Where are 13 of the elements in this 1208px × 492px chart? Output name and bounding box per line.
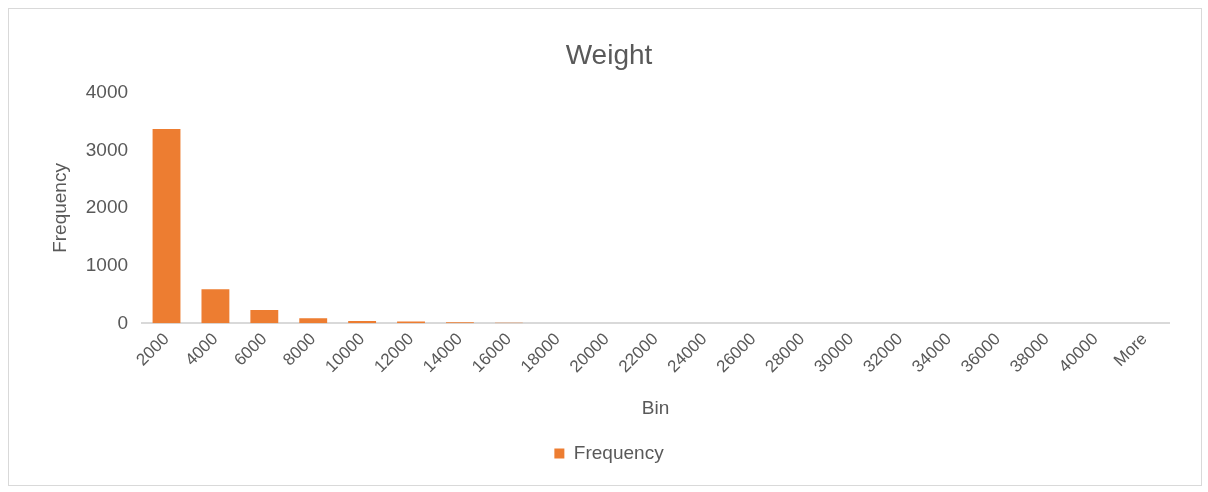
chart-title: Weight [565,38,653,70]
bar [250,310,279,324]
y-tick-label: 3000 [85,138,129,160]
legend-label: Frequency [573,441,665,463]
y-axis-title: Frequency [48,162,70,253]
y-tick-label: 4000 [85,80,129,102]
bar [152,128,181,324]
x-axis-title: Bin [641,396,670,418]
bar [299,318,328,324]
bar [201,289,230,324]
y-tick-label: 0 [117,311,129,333]
y-tick-label: 1000 [85,253,129,275]
y-tick-label: 2000 [85,196,129,218]
